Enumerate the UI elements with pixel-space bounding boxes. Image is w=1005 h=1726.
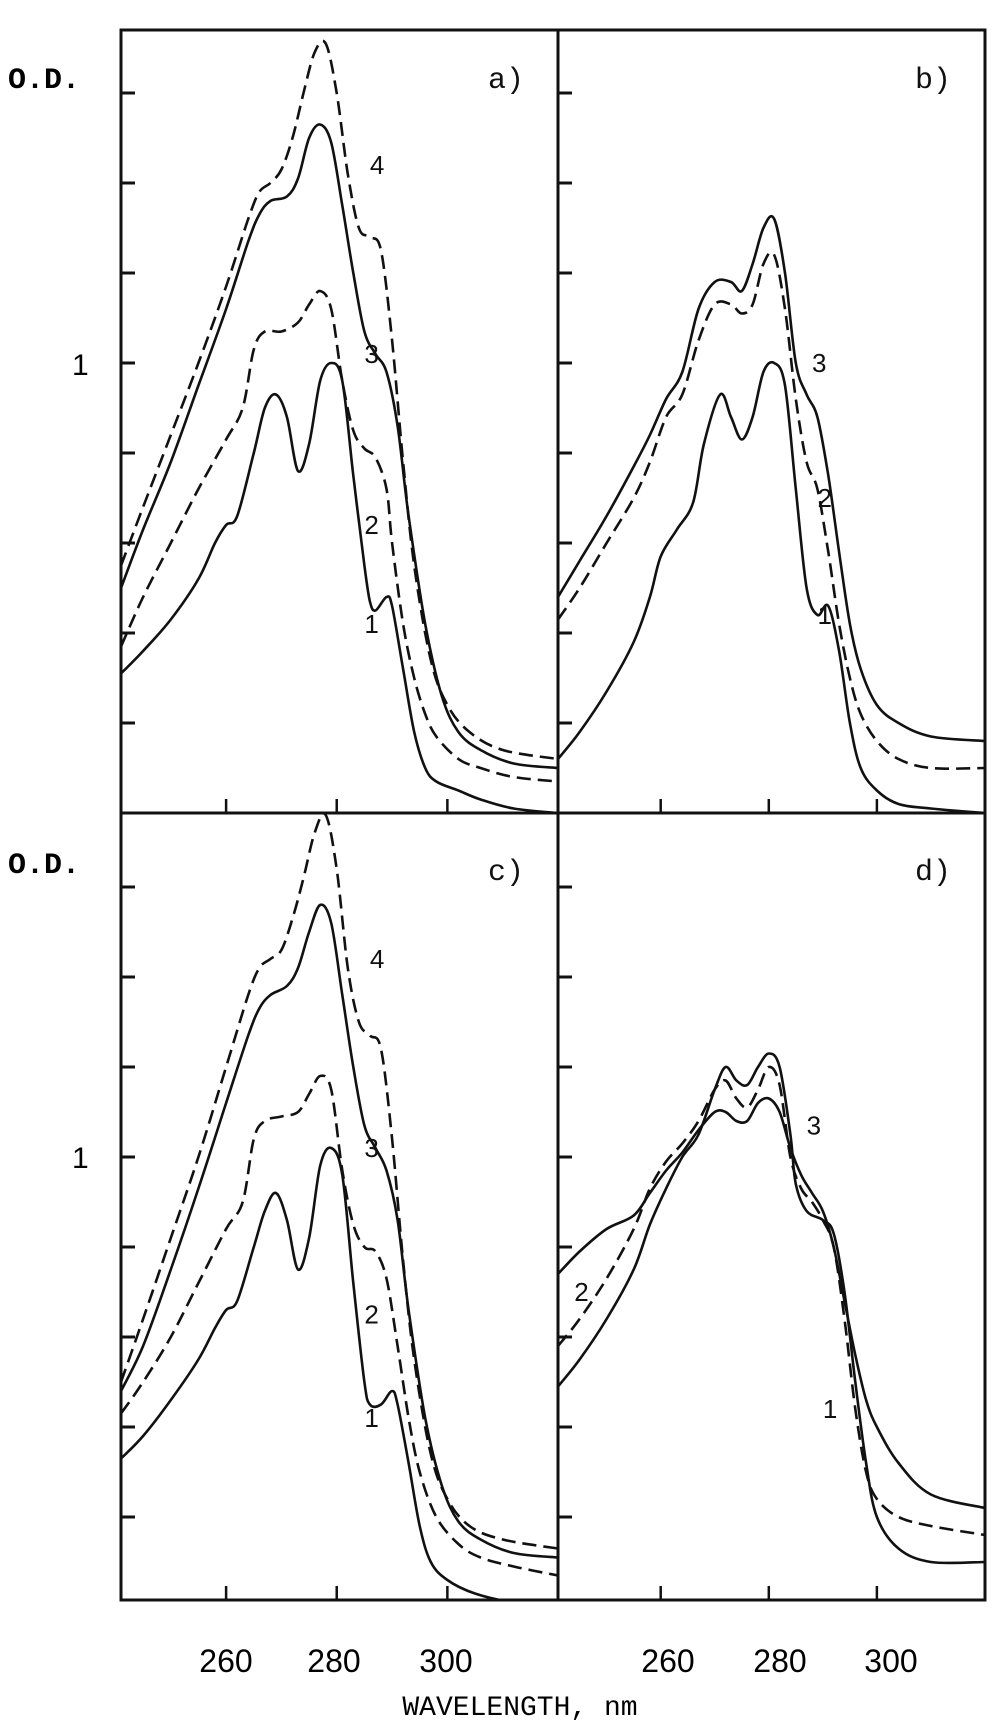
curve-label-1: 1 <box>364 609 378 639</box>
panel-label: b) <box>915 64 951 98</box>
curve-label-2: 2 <box>817 483 831 513</box>
curve-2 <box>558 1065 985 1537</box>
panels-group: 1 2 3 4 a) 1 2 3 b) 1 2 3 4 c) 1 2 3 d) <box>119 28 987 1602</box>
panel-frame <box>556 28 987 815</box>
x-tick-label-280-left: 280 <box>307 1643 360 1679</box>
curve-label-3: 3 <box>807 1111 821 1141</box>
curve-label-4: 4 <box>370 150 384 180</box>
curve-label-3: 3 <box>364 339 378 369</box>
curve-label-2: 2 <box>364 510 378 540</box>
panel-frame <box>119 811 560 1602</box>
curve-1 <box>121 361 558 813</box>
y-tick-label-one-bottom: 1 <box>72 1142 89 1175</box>
curve-label-1: 1 <box>823 1394 837 1424</box>
curve-1 <box>558 1052 985 1565</box>
panel-a: 1 2 3 4 a) <box>119 28 560 815</box>
curve-2 <box>121 289 558 783</box>
curve-3 <box>121 903 558 1559</box>
curve-1 <box>121 1146 507 1600</box>
curve-2 <box>121 1074 558 1577</box>
panel-b: 1 2 3 b) <box>556 28 987 815</box>
x-tick-label-260-left: 260 <box>199 1643 252 1679</box>
y-tick-label-one-top: 1 <box>72 349 89 382</box>
panel-d: 1 2 3 d) <box>556 811 987 1602</box>
curve-4 <box>121 813 558 1550</box>
curve-1 <box>558 360 985 813</box>
panel-label: c) <box>488 856 524 890</box>
x-tick-label-300-left: 300 <box>419 1643 472 1679</box>
curve-label-3: 3 <box>364 1133 378 1163</box>
curve-label-1: 1 <box>817 600 831 630</box>
curve-3 <box>558 214 985 743</box>
curve-3 <box>558 1096 985 1510</box>
x-tick-label-260-right: 260 <box>641 1643 694 1679</box>
x-tick-label-280-right: 280 <box>753 1643 806 1679</box>
curve-label-2: 2 <box>574 1277 588 1307</box>
y-axis-label-bottom: O.D. <box>8 849 80 883</box>
y-axis-label-top: O.D. <box>8 64 80 98</box>
curve-2 <box>558 250 985 770</box>
panel-label: a) <box>488 64 524 98</box>
curve-4 <box>121 39 558 761</box>
curve-label-3: 3 <box>812 348 826 378</box>
curve-label-4: 4 <box>370 944 384 974</box>
panel-frame <box>556 811 987 1602</box>
curve-3 <box>121 123 558 770</box>
panel-c: 1 2 3 4 c) <box>119 811 560 1602</box>
curve-label-2: 2 <box>364 1300 378 1330</box>
x-axis-title: WAVELENGTH, nm <box>402 1693 637 1724</box>
x-tick-label-300-right: 300 <box>864 1643 917 1679</box>
curve-label-1: 1 <box>364 1403 378 1433</box>
panel-label: d) <box>915 856 951 890</box>
